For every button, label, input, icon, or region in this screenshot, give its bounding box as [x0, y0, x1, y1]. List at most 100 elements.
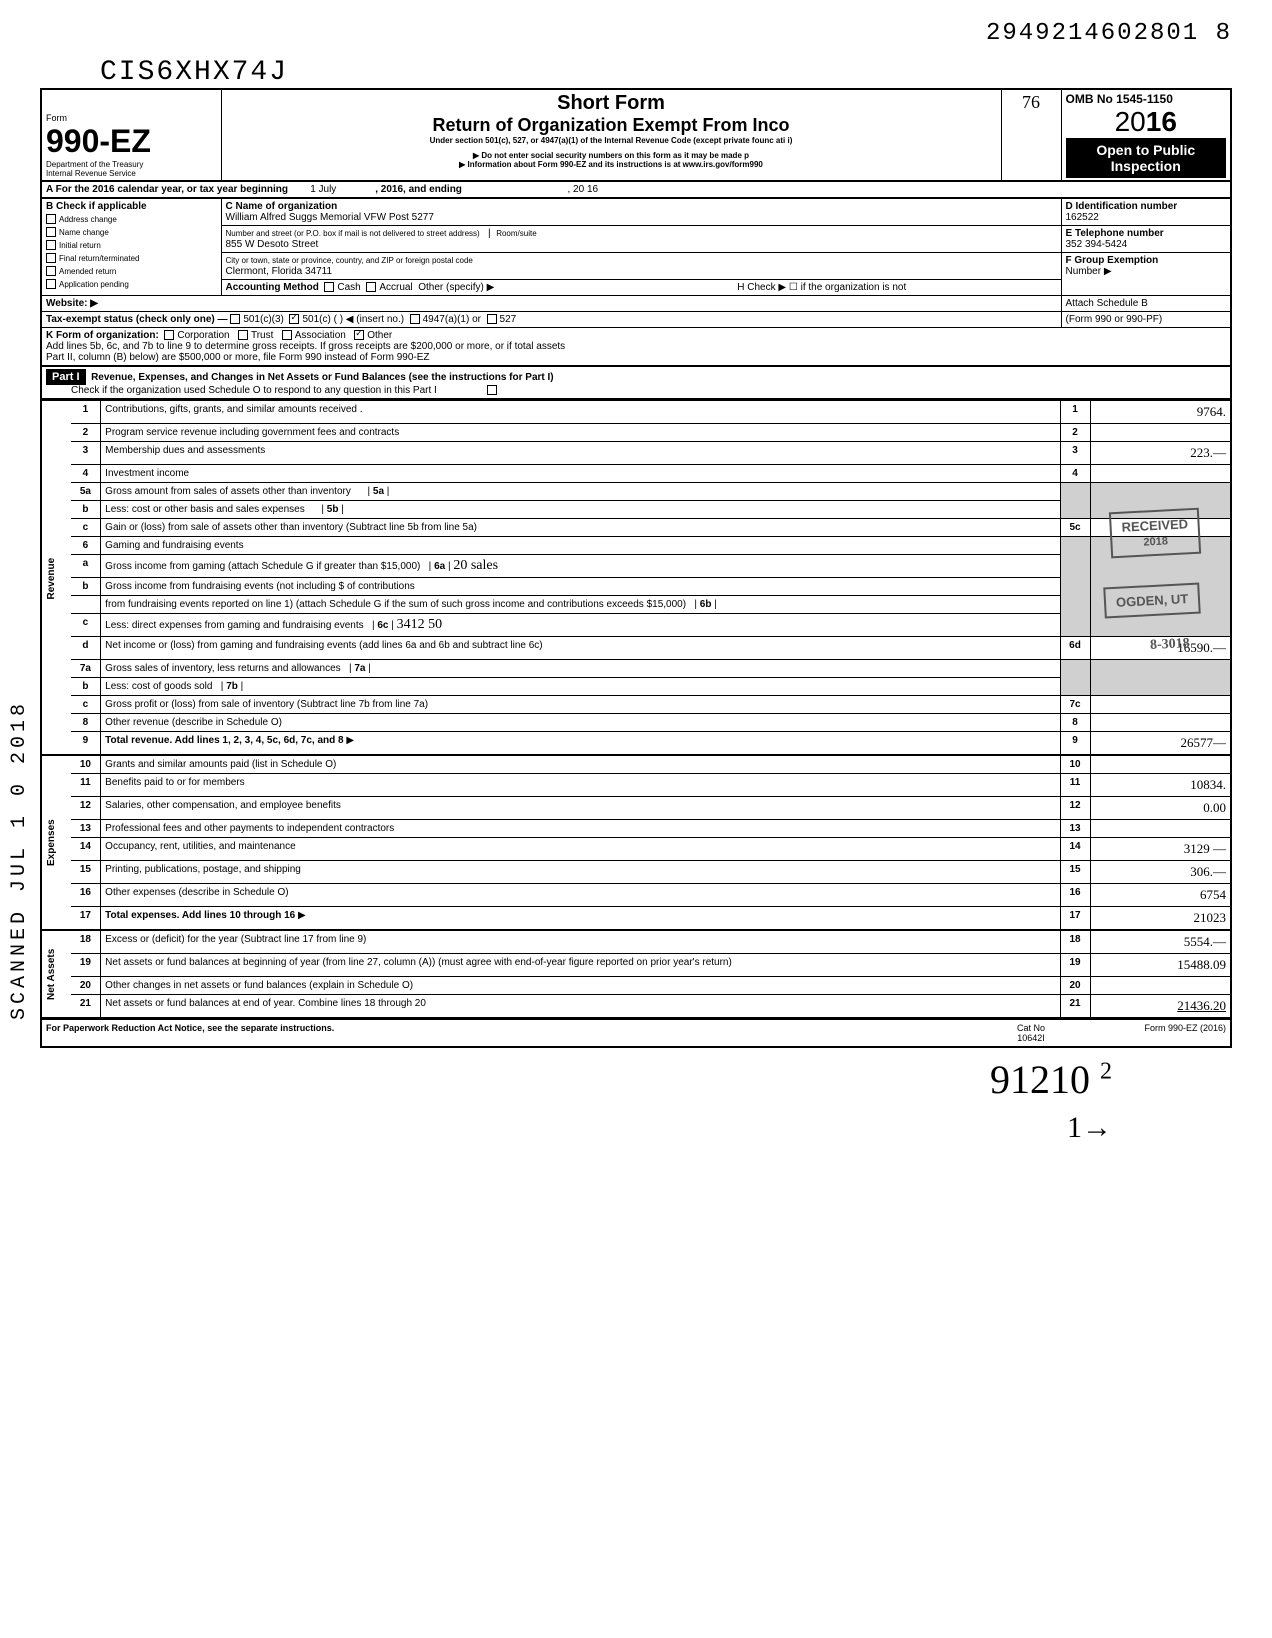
section-d-label: D Identification number	[1066, 201, 1178, 212]
527-label: 527	[500, 314, 517, 325]
cash-checkbox[interactable]	[324, 282, 334, 292]
line-12-amount: 0.00	[1090, 797, 1230, 820]
line-6c-text: Less: direct expenses from gaming and fu…	[105, 620, 363, 631]
form-number: 990-EZ	[46, 123, 217, 160]
hand-76: 76	[1022, 92, 1040, 112]
barcode-number: 2949214602801 8	[40, 20, 1232, 47]
line-17-text: Total expenses. Add lines 10 through 16	[105, 910, 295, 921]
dept-treasury: Department of the Treasury	[46, 160, 217, 169]
info-line: ▶ Information about Form 990-EZ and its …	[226, 160, 997, 169]
line-2-text: Program service revenue including govern…	[101, 424, 1060, 442]
city-state-zip: Clermont, Florida 34711	[226, 266, 333, 277]
under-section: Under section 501(c), 527, or 4947(a)(1)…	[226, 136, 997, 145]
assoc-checkbox[interactable]	[282, 330, 292, 340]
line-6a-text: Gross income from gaming (attach Schedul…	[105, 561, 420, 572]
527-checkbox[interactable]	[487, 314, 497, 324]
line-1-text: Contributions, gifts, grants, and simila…	[101, 401, 1060, 424]
line-3-text: Membership dues and assessments	[101, 442, 1060, 465]
line-10-text: Grants and similar amounts paid (list in…	[101, 755, 1060, 774]
trust-label: Trust	[251, 330, 273, 341]
b-item-checkbox[interactable]	[46, 240, 56, 250]
sub-5a: 5a	[373, 486, 384, 497]
b-item-checkbox[interactable]	[46, 266, 56, 276]
form-990pf: (Form 990 or 990-PF)	[1066, 314, 1163, 325]
501c3-checkbox[interactable]	[230, 314, 240, 324]
irs-label: Internal Revenue Service	[46, 169, 217, 178]
website-label: Website: ▶	[46, 298, 98, 309]
501c-checkbox[interactable]	[289, 314, 299, 324]
ein: 162522	[1066, 212, 1099, 223]
line-15-text: Printing, publications, postage, and shi…	[101, 861, 1060, 884]
trust-checkbox[interactable]	[238, 330, 248, 340]
b-item-label: Application pending	[59, 280, 129, 289]
sub-6b: 6b	[700, 599, 712, 610]
handwritten-number-1: 91210 2	[40, 1056, 1112, 1103]
b-item-checkbox[interactable]	[46, 253, 56, 263]
netassets-side-label: Net Assets	[42, 930, 71, 1018]
omb-number: OMB No 1545-1150	[1066, 92, 1227, 106]
4947-label: 4947(a)(1) or	[423, 314, 481, 325]
part1-title: Revenue, Expenses, and Changes in Net As…	[91, 372, 554, 383]
section-b-label: B Check if applicable	[46, 201, 147, 212]
date-stamp: 8-3018	[1140, 628, 1201, 660]
line-6b-text: Gross income from fundraising events (no…	[101, 578, 1060, 596]
line-19-text: Net assets or fund balances at beginning…	[101, 954, 1060, 977]
inspection: Inspection	[1070, 158, 1223, 174]
b-item-checkbox[interactable]	[46, 214, 56, 224]
room-label: Room/suite	[496, 229, 536, 238]
part1-check-text: Check if the organization used Schedule …	[71, 385, 437, 396]
sub-6a-amt: 20 sales	[453, 558, 498, 573]
line-7c-text: Gross profit or (loss) from sale of inve…	[101, 696, 1060, 714]
insert-no-label: ) ◀ (insert no.)	[340, 314, 404, 325]
line-16-text: Other expenses (describe in Schedule O)	[101, 884, 1060, 907]
section-e-label: E Telephone number	[1066, 228, 1164, 239]
attach-schedule-b: Attach Schedule B	[1066, 298, 1148, 309]
line-16-amount: 6754	[1090, 884, 1230, 907]
line-4-amount	[1090, 465, 1230, 483]
phone: 352 394-5424	[1066, 239, 1128, 250]
accrual-checkbox[interactable]	[366, 282, 376, 292]
city-label: City or town, state or province, country…	[226, 256, 473, 265]
b-item-label: Name change	[59, 228, 109, 237]
line-5b-text: Less: cost or other basis and sales expe…	[105, 504, 305, 515]
end-label: , 2016, and ending	[375, 184, 462, 195]
4947-checkbox[interactable]	[410, 314, 420, 324]
b-item-label: Amended return	[59, 267, 116, 276]
b-item-label: Address change	[59, 215, 117, 224]
sub-6c: 6c	[377, 620, 388, 631]
l-line: Add lines 5b, 6c, and 7b to line 9 to de…	[46, 341, 565, 352]
sub-7b: 7b	[226, 681, 238, 692]
line-4-text: Investment income	[101, 465, 1060, 483]
line-15-amount: 306.—	[1090, 861, 1230, 884]
line-18-amount: 5554.—	[1090, 930, 1230, 954]
line-21-amount: 21436.20	[1090, 995, 1230, 1019]
line-3-amount: 223.—	[1090, 442, 1230, 465]
line-9-amount: 26577—	[1090, 732, 1230, 756]
open-public: Open to Public	[1070, 142, 1223, 158]
line-9-text: Total revenue. Add lines 1, 2, 3, 4, 5c,…	[105, 735, 343, 746]
expenses-side-label: Expenses	[42, 755, 71, 930]
section-c-label: C Name of organization	[226, 201, 338, 212]
b-item-checkbox[interactable]	[46, 279, 56, 289]
form-footer: Form 990-EZ (2016)	[1144, 1023, 1226, 1033]
corp-checkbox[interactable]	[164, 330, 174, 340]
line-12-text: Salaries, other compensation, and employ…	[101, 797, 1060, 820]
b-item-checkbox[interactable]	[46, 227, 56, 237]
line-7a-text: Gross sales of inventory, less returns a…	[105, 663, 340, 674]
line-13-text: Professional fees and other payments to …	[101, 820, 1060, 838]
501c-label: 501(c) (	[302, 314, 336, 325]
corp-label: Corporation	[177, 330, 229, 341]
street-address: 855 W Desoto Street	[226, 239, 319, 250]
part1-label: Part I	[46, 369, 86, 385]
part1-checkbox[interactable]	[487, 385, 497, 395]
line-2-amount	[1090, 424, 1230, 442]
other-specify-label: Other (specify) ▶	[418, 282, 494, 293]
line-17-amount: 21023	[1090, 907, 1230, 931]
other-k-checkbox[interactable]	[354, 330, 364, 340]
b-item-label: Final return/terminated	[59, 254, 139, 263]
f-number: Number ▶	[1066, 266, 1112, 277]
accounting-label: Accounting Method	[226, 282, 319, 293]
tax-exempt-label: Tax-exempt status (check only one) —	[46, 314, 228, 325]
line-6d-text: Net income or (loss) from gaming and fun…	[101, 637, 1060, 660]
line-20-amount	[1090, 977, 1230, 995]
